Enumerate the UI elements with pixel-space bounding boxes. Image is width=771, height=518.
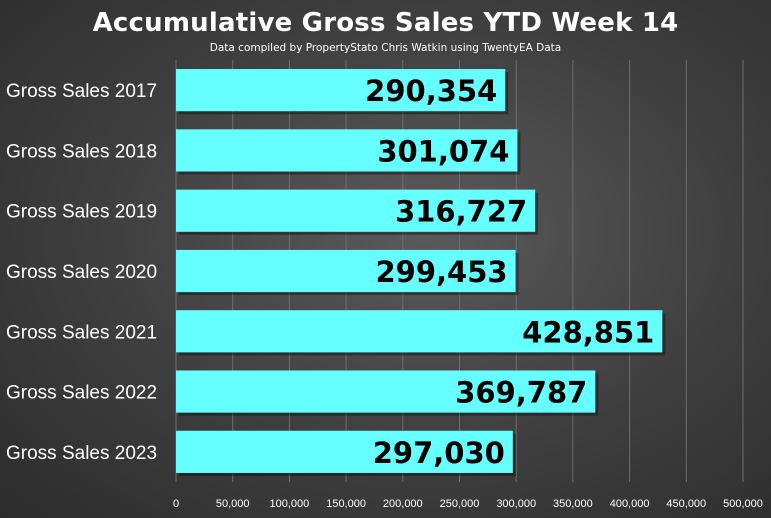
x-tick-label: 50,000 [216,498,250,510]
value-label: 369,787 [455,376,587,410]
x-tick-label: 150,000 [326,498,366,510]
category-labels: Gross Sales 2017 Gross Sales 2018 Gross Sa… [6,81,157,464]
x-tick-label: 100,000 [270,498,310,510]
category-label: Gross Sales 2021 [6,322,157,343]
x-tick-label: 450,000 [666,498,706,510]
value-label: 301,074 [377,134,509,168]
category-label: Gross Sales 2020 [6,262,157,283]
chart-subtitle: Data compiled by PropertyStato Chris Wat… [209,42,562,54]
value-label: 316,727 [395,195,527,229]
x-tick-label: 0 [173,498,179,510]
category-label: Gross Sales 2022 [6,383,157,404]
category-label: Gross Sales 2018 [6,141,157,162]
bar [176,249,516,293]
value-label: 428,851 [522,315,654,349]
x-tick-label: 500,000 [723,498,763,510]
x-tick-label: 300,000 [496,498,536,510]
x-tick-label: 200,000 [383,498,423,510]
x-axis-tick-labels: 0 50,000 100,000 150,000 200,000 250,000 300,0… [173,498,763,510]
value-label: 297,030 [373,436,505,470]
bar [176,189,536,232]
x-tick-label: 350,000 [553,498,593,510]
bar [176,430,513,473]
category-label: Gross Sales 2017 [6,81,157,102]
value-label: 299,453 [375,255,507,289]
value-label: 290,354 [365,74,497,108]
x-tick-label: 400,000 [610,498,650,510]
category-label: Gross Sales 2019 [6,202,157,223]
bar [176,370,596,413]
bar [176,129,518,172]
chart-title: Accumulative Gross Sales YTD Week 14 [92,8,679,38]
x-tick-label: 250,000 [440,498,480,510]
bar [176,310,663,353]
value-labels: 290,354 301,074 316,727 299,453 428,851 369,7… [365,74,654,470]
bar [176,69,506,112]
category-label: Gross Sales 2023 [6,443,157,464]
bars-group [176,69,666,476]
